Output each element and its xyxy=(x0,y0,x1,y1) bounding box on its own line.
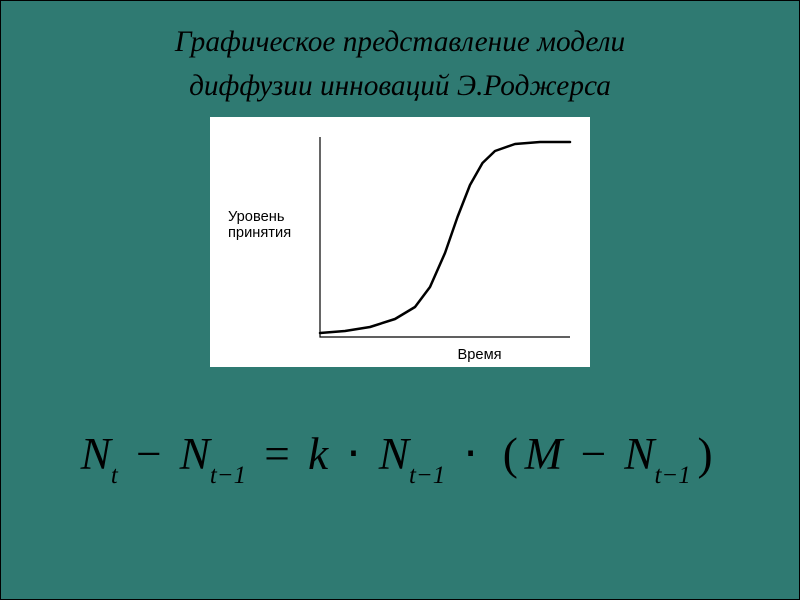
op-rp: ) xyxy=(691,429,720,479)
var-N: N xyxy=(180,429,210,479)
chart-container: Уровеньпринятия Время xyxy=(41,117,759,367)
svg-text:принятия: принятия xyxy=(228,225,291,241)
slide: Графическое представление модели диффузи… xyxy=(0,0,800,600)
chart-svg: Уровеньпринятия Время xyxy=(210,117,590,367)
svg-text:Уровень: Уровень xyxy=(228,209,285,225)
var-N: N xyxy=(624,429,654,479)
var-M: M xyxy=(525,429,563,479)
svg-text:Время: Время xyxy=(458,347,502,363)
slide-title: Графическое представление модели диффузи… xyxy=(41,21,759,109)
title-line-1: Графическое представление модели xyxy=(41,21,759,65)
s-curve-chart: Уровеньпринятия Время xyxy=(210,117,590,367)
op-lp: ( xyxy=(496,429,525,479)
diffusion-formula: Nt − Nt−1 = k ⋅ Nt−1 ⋅ (M − Nt−1) xyxy=(81,427,720,486)
formula-container: Nt − Nt−1 = k ⋅ Nt−1 ⋅ (M − Nt−1) xyxy=(41,427,759,486)
op-minus: − xyxy=(129,429,168,479)
sub-t1: t−1 xyxy=(654,462,690,489)
op-dot: ⋅ xyxy=(339,429,367,479)
op-dot: ⋅ xyxy=(457,429,485,479)
var-k: k xyxy=(308,429,328,479)
sub-t: t xyxy=(111,462,118,489)
title-line-2: диффузии инноваций Э.Роджерса xyxy=(41,65,759,109)
var-N: N xyxy=(81,429,111,479)
sub-t1: t−1 xyxy=(409,462,445,489)
op-equals: = xyxy=(257,429,296,479)
op-minus: − xyxy=(574,429,613,479)
sub-t1: t−1 xyxy=(210,462,246,489)
var-N: N xyxy=(379,429,409,479)
